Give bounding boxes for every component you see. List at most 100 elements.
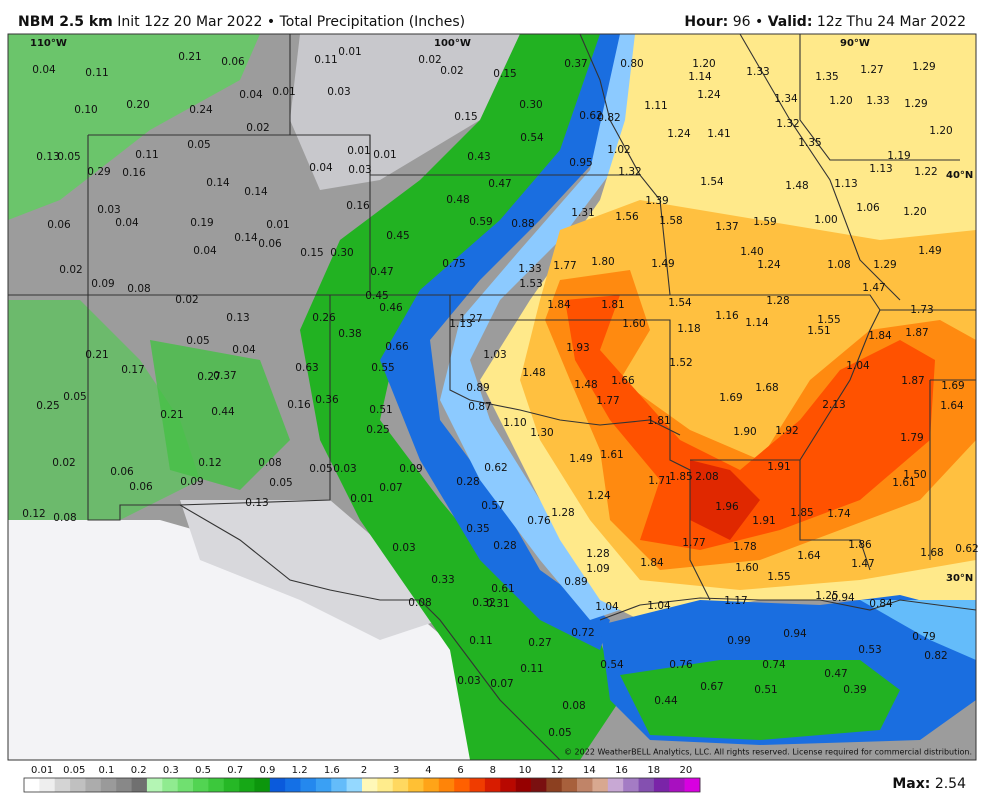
precip-label: 1.35 [815, 71, 838, 83]
precip-label: 1.33 [866, 95, 889, 107]
precip-label: 0.08 [53, 512, 76, 524]
precip-label: 1.51 [807, 325, 830, 337]
state-line [690, 459, 871, 571]
precip-label: 0.01 [272, 86, 295, 98]
precip-label: 0.11 [520, 663, 543, 675]
precip-label: 1.77 [682, 537, 705, 549]
precip-label: 0.02 [418, 54, 441, 66]
precip-label: 1.86 [848, 539, 872, 551]
state-line [450, 319, 711, 601]
precip-label: 0.02 [246, 122, 269, 134]
colorbar-swatch [653, 778, 670, 792]
max-value: 2.54 [935, 776, 966, 792]
colorbar-swatch [638, 778, 655, 792]
precip-label: 1.52 [669, 357, 692, 369]
precip-label: 0.07 [379, 482, 402, 494]
precip-label: 1.11 [644, 100, 667, 112]
max-text: Max: 2.54 [892, 776, 966, 792]
precip-label: 1.90 [733, 426, 756, 438]
precip-label: 1.04 [846, 360, 870, 372]
precip-label: 0.08 [562, 700, 585, 712]
precip-label: 0.45 [386, 230, 409, 242]
colorbar-swatch [607, 778, 624, 792]
precip-label: 0.08 [408, 597, 431, 609]
colorbar-label: 20 [680, 765, 693, 776]
precip-label: 0.07 [490, 678, 513, 690]
precip-label: 1.68 [920, 547, 943, 559]
precip-label: 0.32 [472, 597, 495, 609]
precip-label: 1.22 [914, 166, 937, 178]
precip-label: 1.55 [767, 571, 790, 583]
precip-label: 0.45 [365, 290, 388, 302]
precip-label: 1.28 [766, 295, 789, 307]
state-line [739, 33, 901, 301]
precip-label: 0.06 [110, 466, 134, 478]
precip-label: 0.44 [211, 406, 235, 418]
precip-label: 0.21 [85, 349, 108, 361]
precip-label: 0.30 [330, 247, 353, 259]
precip-label: 0.01 [266, 219, 289, 231]
precip-label: 0.02 [440, 65, 463, 77]
colorbar: 0.01 0.05 0.1 0.2 0.3 0.5 0.7 0.9 1.2 1.6 2 3 4 6 8 10 1… [23, 765, 701, 793]
precip-label: 0.89 [564, 576, 587, 588]
precip-label: 0.84 [869, 598, 893, 610]
precip-label: 1.58 [659, 215, 682, 227]
precip-label: 0.43 [467, 151, 490, 163]
colorbar-label: 18 [647, 765, 660, 776]
precip-field [620, 660, 900, 740]
precip-field [380, 34, 630, 650]
precip-label: 0.28 [456, 476, 479, 488]
precip-label: 1.71 [648, 475, 671, 487]
precip-label: 0.80 [620, 58, 643, 70]
hour: 96 [733, 14, 751, 30]
precip-label: 0.29 [87, 166, 110, 178]
precip-label: 1.39 [645, 195, 668, 207]
precip-label: 1.24 [587, 490, 611, 502]
precip-label: 1.66 [611, 375, 635, 387]
precip-label: 1.32 [776, 118, 799, 130]
precip-label: 0.03 [457, 675, 480, 687]
precip-label: 1.60 [735, 562, 758, 574]
colorbar-label: 0.9 [259, 765, 275, 776]
precip-label: 0.94 [783, 628, 807, 640]
precip-label: 0.62 [955, 543, 978, 555]
precip-label: 1.77 [553, 260, 576, 272]
precip-label: 1.73 [910, 304, 933, 316]
valid-label: Valid: [768, 14, 813, 30]
state-line [8, 294, 681, 436]
precip-label: 0.15 [454, 111, 477, 123]
precip-label: 0.16 [122, 167, 146, 179]
precip-label: 1.40 [740, 246, 763, 258]
colorbar-label: 3 [393, 765, 399, 776]
precip-label: 1.24 [667, 128, 691, 140]
precip-label: 1.87 [901, 375, 924, 387]
precip-label: 1.48 [785, 180, 808, 192]
precip-label: 0.44 [654, 695, 678, 707]
colorbar-swatch [423, 778, 440, 792]
precip-label: 0.03 [333, 463, 356, 475]
precip-label: 0.13 [245, 497, 268, 509]
precip-label: 0.61 [491, 583, 514, 595]
precip-label: 0.95 [569, 157, 592, 169]
precip-label: 1.24 [757, 259, 781, 271]
precip-label: 1.27 [459, 313, 482, 325]
precip-field [300, 34, 625, 760]
precip-label: 0.11 [135, 149, 158, 161]
colorbar-swatch [85, 778, 102, 792]
precip-label: 1.59 [753, 216, 776, 228]
colorbar-label: 14 [583, 765, 596, 776]
precip-label: 1.91 [752, 515, 775, 527]
precip-field [8, 520, 520, 760]
state-line [799, 309, 881, 461]
precip-label: 0.06 [129, 481, 153, 493]
precip-label: 1.27 [860, 64, 883, 76]
precip-label: 0.87 [468, 401, 491, 413]
precip-label: 0.09 [180, 476, 203, 488]
precip-label: 1.77 [596, 395, 619, 407]
precip-label: 0.27 [197, 371, 220, 383]
precip-label: 0.11 [314, 54, 337, 66]
precip-label: 1.78 [733, 541, 756, 553]
colorbar-swatch [131, 778, 148, 792]
precip-label: 0.37 [213, 370, 236, 382]
precip-label: 0.21 [178, 51, 201, 63]
